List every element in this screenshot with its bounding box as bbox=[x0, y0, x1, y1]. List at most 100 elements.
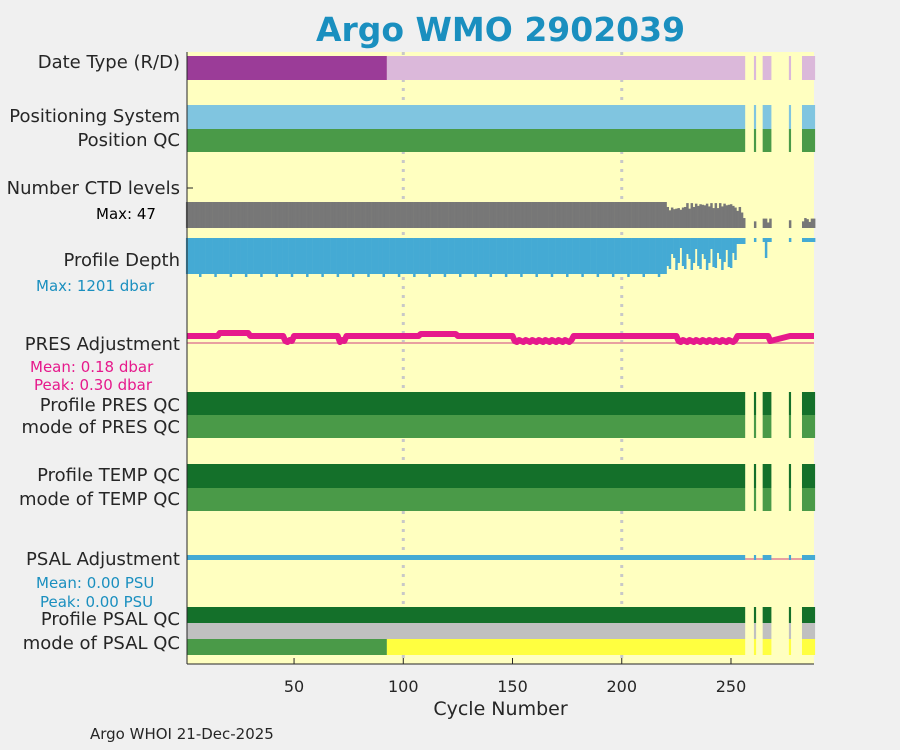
profile-depth-bar bbox=[312, 238, 316, 274]
profile-depth-bar bbox=[271, 238, 274, 274]
ctd-level-bar bbox=[705, 203, 709, 228]
profile-pres-qc-bar bbox=[788, 392, 792, 415]
profile-depth-bar bbox=[587, 238, 591, 274]
ctd-level-bar bbox=[476, 202, 479, 228]
ctd-level-bar bbox=[323, 202, 327, 228]
profile-depth-bar bbox=[295, 238, 298, 274]
profile-depth-bar bbox=[579, 238, 582, 274]
ctd-level-bar bbox=[769, 218, 772, 228]
profile-depth-bar bbox=[249, 238, 252, 274]
ctd-level-bar bbox=[566, 202, 569, 228]
ctd-level-bar bbox=[251, 202, 254, 228]
ctd-level-bar bbox=[314, 202, 318, 228]
ctd-level-bar bbox=[443, 202, 447, 228]
profile-depth-bar bbox=[360, 238, 364, 274]
profile-depth-bar bbox=[502, 238, 506, 274]
profile-depth-bar bbox=[397, 238, 401, 277]
profile-depth-bar bbox=[507, 238, 510, 274]
profile-depth-bar bbox=[207, 238, 211, 274]
psal-qc-gray-bar bbox=[788, 623, 792, 639]
profile-depth-bar bbox=[598, 238, 602, 274]
ctd-level-bar bbox=[764, 218, 768, 228]
profile-depth-bar bbox=[194, 238, 198, 274]
ctd-level-bar bbox=[391, 202, 394, 228]
ctd-level-bar bbox=[421, 202, 425, 228]
profile-depth-bar bbox=[205, 238, 209, 274]
ctd-level-bar bbox=[557, 202, 560, 228]
ctd-level-bar bbox=[389, 202, 392, 228]
profile-depth-bar bbox=[196, 238, 200, 274]
chart-title: Argo WMO 2902039 bbox=[315, 10, 686, 49]
profile-depth-bar bbox=[592, 238, 595, 274]
profile-depth-bar bbox=[478, 238, 482, 274]
profile-depth-bar bbox=[703, 238, 707, 259]
profile-depth-bar bbox=[262, 238, 265, 274]
ctd-level-bar bbox=[611, 202, 615, 228]
profile-depth-bar bbox=[212, 238, 215, 274]
ctd-level-bar bbox=[716, 208, 720, 228]
label-positioning-system: Positioning System bbox=[9, 106, 180, 127]
ctd-level-bar bbox=[308, 202, 311, 228]
depth-max-text: Max: 1201 dbar bbox=[36, 277, 155, 295]
profile-depth-bar bbox=[668, 238, 672, 269]
profile-depth-bar bbox=[788, 238, 792, 242]
ctd-level-bar bbox=[292, 202, 296, 228]
ctd-level-bar bbox=[659, 202, 663, 228]
ctd-level-bar bbox=[583, 202, 587, 228]
ctd-level-bar bbox=[507, 202, 510, 228]
psal-mean-text: Mean: 0.00 PSU bbox=[36, 574, 155, 592]
profile-depth-bar bbox=[812, 238, 816, 242]
profile-depth-bar bbox=[378, 238, 381, 274]
profile-depth-bar bbox=[568, 238, 571, 274]
ctd-level-bar bbox=[445, 202, 449, 228]
ctd-level-bar bbox=[356, 202, 359, 228]
date-type-bar bbox=[386, 56, 746, 80]
ctd-level-bar bbox=[430, 202, 434, 228]
ctd-level-bar bbox=[544, 202, 547, 228]
ctd-level-bar bbox=[616, 202, 619, 228]
ctd-level-bar bbox=[343, 202, 346, 228]
ctd-level-bar bbox=[461, 202, 464, 228]
profile-depth-bar bbox=[607, 238, 611, 274]
profile-depth-bar bbox=[299, 238, 302, 274]
profile-depth-bar bbox=[341, 238, 344, 274]
profile-depth-bar bbox=[513, 238, 517, 274]
position-qc-bar bbox=[801, 129, 816, 152]
x-tick-label-200: 200 bbox=[606, 677, 637, 696]
ctd-level-bar bbox=[522, 202, 525, 228]
profile-depth-bar bbox=[432, 238, 436, 274]
ctd-level-bar bbox=[526, 202, 530, 228]
profile-depth-bar bbox=[391, 238, 394, 274]
profile-depth-bar bbox=[389, 238, 392, 274]
ctd-level-bar bbox=[618, 202, 621, 228]
profile-depth-bar bbox=[531, 238, 534, 274]
ctd-level-bar bbox=[279, 202, 283, 228]
ctd-level-bar bbox=[236, 202, 239, 228]
date-type-bar bbox=[762, 56, 772, 80]
ctd-level-bar bbox=[266, 202, 270, 228]
label-pres-adjustment: PRES Adjustment bbox=[24, 334, 180, 355]
pres-adjustment-series bbox=[186, 330, 815, 345]
profile-depth-bar bbox=[603, 238, 606, 274]
ctd-level-bar bbox=[268, 202, 272, 228]
profile-depth-bar bbox=[655, 238, 659, 274]
profile-depth-bar bbox=[465, 238, 469, 274]
ctd-level-bar bbox=[362, 202, 366, 228]
ctd-level-bar bbox=[640, 202, 643, 228]
ctd-level-bar bbox=[218, 202, 222, 228]
ctd-level-bar bbox=[395, 202, 399, 228]
profile-depth-bar bbox=[430, 238, 434, 274]
profile-depth-bar bbox=[408, 238, 412, 274]
ctd-level-bar bbox=[568, 202, 571, 228]
label-profile-temp-qc: Profile TEMP QC bbox=[37, 465, 180, 486]
ctd-level-bar bbox=[469, 202, 473, 228]
psal-adjustment-series bbox=[801, 555, 816, 560]
profile-depth-bar bbox=[753, 238, 757, 242]
profile-depth-bar bbox=[188, 238, 191, 274]
profile-depth-bar bbox=[480, 238, 484, 274]
ctd-level-bar bbox=[417, 202, 420, 228]
profile-depth-bar bbox=[576, 238, 580, 274]
profile-depth-bar bbox=[679, 238, 683, 248]
ctd-level-bar bbox=[227, 202, 230, 228]
profile-depth-bar bbox=[574, 238, 578, 274]
